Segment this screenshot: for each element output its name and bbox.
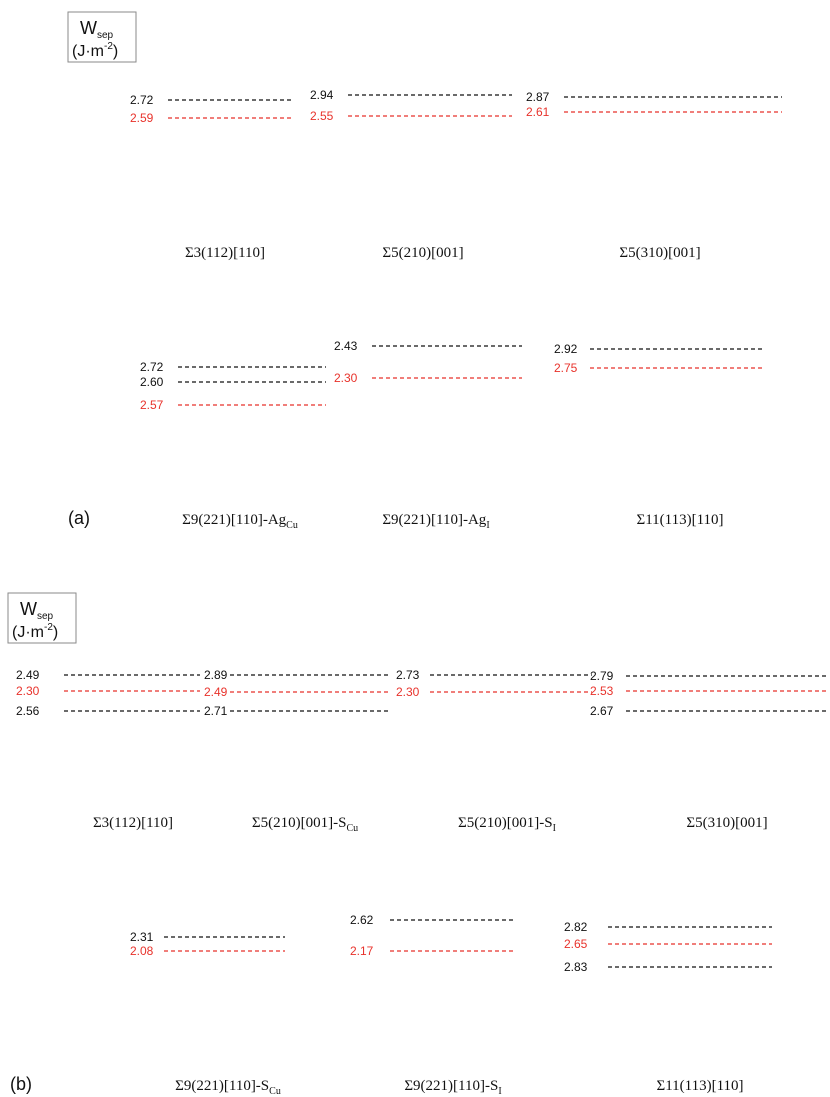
wsep-value-label: 2.71 bbox=[204, 704, 228, 718]
wsep-value-label: 2.62 bbox=[350, 913, 374, 927]
wsep-value-label: 2.57 bbox=[140, 398, 164, 412]
wsep-value-label: 2.43 bbox=[334, 339, 358, 353]
structure-caption: Σ9(221)[110]-SCu bbox=[175, 1078, 281, 1097]
wsep-value-label: 2.82 bbox=[564, 920, 588, 934]
wsep-value-label: 2.65 bbox=[564, 937, 588, 951]
wsep-unit-close: ) bbox=[53, 624, 58, 641]
wsep-value-label: 2.08 bbox=[130, 944, 154, 958]
wsep-unit: (J·m bbox=[72, 43, 104, 60]
wsep-value-label: 2.72 bbox=[140, 360, 164, 374]
wsep-value-label: 2.83 bbox=[564, 960, 588, 974]
wsep-legend-a: Wsep (J·m-2) bbox=[67, 11, 137, 63]
wsep-subscript: sep bbox=[37, 611, 54, 622]
structure-caption: Σ5(310)[001] bbox=[686, 815, 767, 831]
structure-caption: Σ5(210)[001]-SI bbox=[458, 815, 556, 834]
svg-text:(J·m-2): (J·m-2) bbox=[72, 41, 118, 60]
structure-caption: Σ5(210)[001] bbox=[382, 245, 463, 261]
wsep-value-label: 2.49 bbox=[16, 668, 40, 682]
wsep-value-label: 2.79 bbox=[590, 669, 614, 683]
wsep-value-label: 2.75 bbox=[554, 361, 578, 375]
wsep-symbol: W bbox=[80, 18, 97, 38]
wsep-unit-exp: -2 bbox=[44, 622, 53, 633]
wsep-value-label: 2.92 bbox=[554, 342, 578, 356]
wsep-value-label: 2.56 bbox=[16, 704, 40, 718]
wsep-value-label: 2.30 bbox=[16, 684, 40, 698]
wsep-value-label: 2.67 bbox=[590, 704, 614, 718]
wsep-value-label: 2.73 bbox=[396, 668, 420, 682]
wsep-value-label: 2.55 bbox=[310, 109, 334, 123]
wsep-value-label: 2.59 bbox=[130, 111, 154, 125]
structure-caption: Σ9(221)[110]-AgCu bbox=[182, 512, 298, 531]
wsep-value-label: 2.49 bbox=[204, 685, 228, 699]
wsep-value-label: 2.87 bbox=[526, 90, 550, 104]
captions-layer: Σ3(112)[110] Σ5(210)[001] Σ5(310)[001] Σ9(2… bbox=[93, 245, 768, 1097]
boundary-lines-layer: 2.722.592.942.552.872.612.722.602.572.43… bbox=[16, 88, 828, 974]
structure-caption: Σ9(221)[110]-AgI bbox=[382, 512, 489, 531]
structure-caption: Σ11(113)[110] bbox=[656, 1078, 743, 1094]
wsep-unit-close: ) bbox=[113, 43, 118, 60]
wsep-value-label: 2.72 bbox=[130, 93, 154, 107]
structure-caption: Σ9(221)[110]-SI bbox=[404, 1078, 501, 1097]
wsep-value-label: 2.61 bbox=[526, 105, 550, 119]
wsep-value-label: 2.30 bbox=[334, 371, 358, 385]
structure-caption: Σ11(113)[110] bbox=[636, 512, 723, 528]
wsep-value-label: 2.31 bbox=[130, 930, 154, 944]
wsep-legend-b: Wsep (J·m-2) bbox=[7, 592, 77, 644]
wsep-value-label: 2.53 bbox=[590, 684, 614, 698]
structure-caption: Σ3(112)[110] bbox=[93, 815, 173, 831]
wsep-value-label: 2.94 bbox=[310, 88, 334, 102]
wsep-unit-exp: -2 bbox=[104, 41, 113, 52]
wsep-symbol: W bbox=[20, 599, 37, 619]
wsep-value-label: 2.30 bbox=[396, 685, 420, 699]
svg-text:(J·m-2): (J·m-2) bbox=[12, 622, 58, 641]
wsep-unit: (J·m bbox=[12, 624, 44, 641]
structure-caption: Σ5(210)[001]-SCu bbox=[252, 815, 358, 834]
wsep-value-label: 2.17 bbox=[350, 944, 374, 958]
svg-text:Wsep: Wsep bbox=[80, 18, 114, 41]
panel-b-label: (b) bbox=[10, 1074, 32, 1094]
panel-a-label: (a) bbox=[68, 508, 90, 528]
structure-caption: Σ3(112)[110] bbox=[185, 245, 265, 261]
wsep-value-label: 2.60 bbox=[140, 375, 164, 389]
wsep-subscript: sep bbox=[97, 30, 114, 41]
structure-caption: Σ5(310)[001] bbox=[619, 245, 700, 261]
svg-text:Wsep: Wsep bbox=[20, 599, 54, 622]
wsep-value-label: 2.89 bbox=[204, 668, 228, 682]
